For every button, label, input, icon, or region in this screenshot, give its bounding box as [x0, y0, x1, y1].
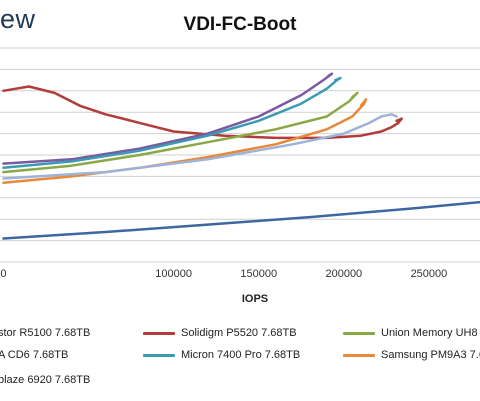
- legend-label: stor R5100 7.68TB: [0, 327, 91, 340]
- x-tick-label: 250000: [411, 268, 448, 280]
- series-line: [2, 91, 359, 174]
- legend-label: Micron 7400 Pro 7.68TB: [181, 349, 301, 362]
- x-axis-label: IOPS: [242, 293, 268, 305]
- series-line: [2, 85, 403, 140]
- series-line: [2, 113, 398, 180]
- x-tick-label: 150000: [240, 268, 277, 280]
- legend-label: Union Memory UH8: [381, 327, 478, 340]
- logo-wordmark: ew: [0, 4, 36, 34]
- legend-item: Samsung PM9A3 7.6: [343, 349, 480, 363]
- series-lines: [2, 72, 480, 240]
- legend-label: blaze 6920 7.68TB: [0, 374, 91, 387]
- chart-title: VDI-FC-Boot: [183, 14, 297, 35]
- legend-swatch: [143, 353, 175, 357]
- legend-item: Micron 7400 Pro 7.68TB: [143, 349, 300, 363]
- x-tick-label: 200000: [325, 268, 362, 280]
- x-tick-labels: 0 100000 150000 200000 250000: [0, 268, 447, 280]
- series-line: [2, 76, 342, 170]
- legend-item: blaze 6920 7.68TB: [0, 374, 90, 388]
- legend-label: Solidigm P5520 7.68TB: [181, 327, 297, 340]
- legend-label: Samsung PM9A3 7.6: [381, 349, 480, 362]
- x-tick-label: 0: [0, 268, 6, 280]
- legend-swatch: [343, 353, 375, 357]
- legend-item: Solidigm P5520 7.68TB: [143, 327, 297, 341]
- legend-item: stor R5100 7.68TB: [0, 327, 90, 341]
- legend-item: A CD6 7.68TB: [0, 349, 68, 363]
- legend-swatch: [143, 331, 175, 335]
- series-line: [2, 200, 480, 240]
- series-line: [2, 72, 334, 165]
- grid-lines: [0, 47, 480, 263]
- legend-swatch: [343, 331, 375, 335]
- legend-item: Union Memory UH8: [343, 327, 478, 341]
- x-tick-label: 100000: [155, 268, 192, 280]
- legend-label: A CD6 7.68TB: [0, 349, 69, 362]
